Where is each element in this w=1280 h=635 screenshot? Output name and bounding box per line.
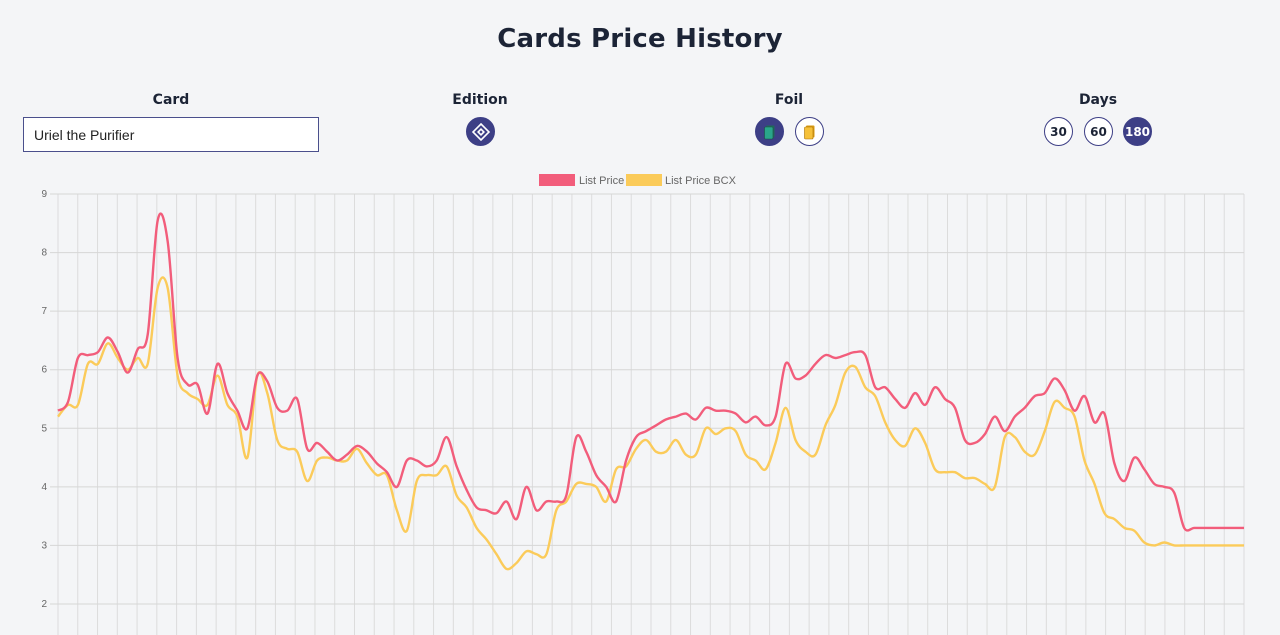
y-axis-ticks: 2 3 4 5 6 7 8 9 [41, 189, 47, 610]
foil-label: Foil [774, 92, 804, 108]
y-tick-label: 6 [41, 365, 47, 376]
edition-label: Edition [452, 92, 508, 108]
days-180-button[interactable]: 180 [1123, 117, 1152, 146]
price-history-chart: 2 3 4 5 6 7 8 9 List Price List Price BCX [41, 174, 1245, 635]
y-tick-label: 2 [41, 599, 47, 610]
edition-filter: Edition [430, 92, 530, 110]
y-tick-label: 3 [41, 540, 47, 551]
regular-card-icon [763, 125, 774, 139]
y-tick-label: 4 [41, 482, 47, 493]
legend-label-list-price[interactable]: List Price [579, 175, 624, 187]
edition-diamond-icon [471, 122, 490, 141]
edition-button[interactable] [466, 117, 495, 146]
days-label: Days [1078, 92, 1118, 108]
card-filter: Card [23, 92, 319, 110]
chart-grid [50, 193, 1245, 635]
gold-card-icon [803, 125, 814, 139]
foil-filter: Foil [739, 92, 839, 110]
chart-legend: List Price List Price BCX [539, 174, 737, 187]
legend-label-list-price-bcx[interactable]: List Price BCX [665, 175, 737, 187]
days-30-button[interactable]: 30 [1044, 117, 1073, 146]
chart-series [57, 212, 1244, 571]
y-tick-label: 9 [41, 189, 47, 200]
series-line-list-price [57, 212, 1244, 532]
page-title: Cards Price History [497, 24, 783, 54]
y-tick-label: 8 [41, 248, 47, 259]
days-60-button[interactable]: 60 [1084, 117, 1113, 146]
y-tick-label: 5 [41, 423, 47, 434]
foil-regular-button[interactable] [755, 117, 784, 146]
days-filter: Days [1048, 92, 1148, 110]
legend-swatch-list-price-bcx [626, 174, 662, 186]
legend-swatch-list-price [539, 174, 575, 186]
foil-gold-button[interactable] [795, 117, 824, 146]
card-search-input[interactable] [23, 117, 319, 152]
series-line-list-price-bcx [57, 276, 1244, 571]
card-label: Card [152, 92, 190, 108]
y-tick-label: 7 [41, 306, 47, 317]
